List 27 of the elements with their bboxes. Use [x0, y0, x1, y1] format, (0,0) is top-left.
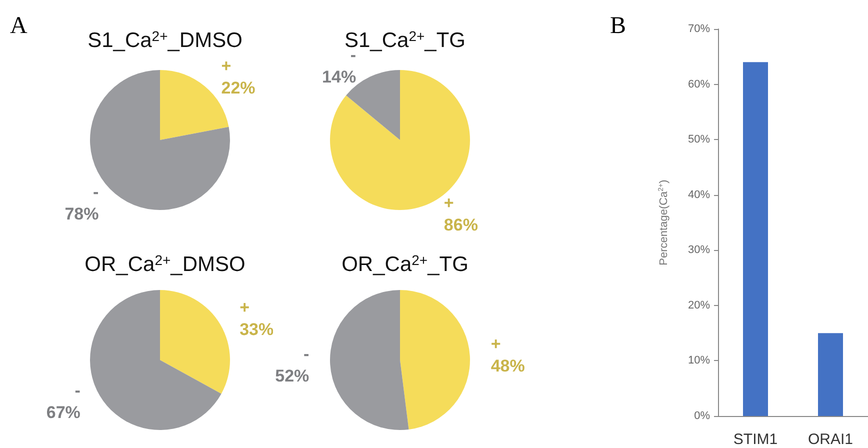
data-label: 52% — [275, 366, 310, 386]
text: A — [10, 13, 28, 39]
data-label: 22% — [221, 78, 256, 98]
y-tick-label: 70% — [688, 23, 710, 35]
text: B — [610, 13, 626, 39]
slice-label: - — [303, 344, 310, 364]
slice-label: + — [444, 194, 454, 213]
y-tick-label: 0% — [694, 410, 710, 422]
y-tick-label: 50% — [688, 134, 710, 146]
y-tick-label: 40% — [688, 188, 710, 201]
y-tick-label: 30% — [688, 244, 710, 256]
y-tick-label: 20% — [688, 299, 710, 312]
data-label: 33% — [240, 320, 274, 339]
slice-label: - — [74, 381, 80, 400]
x-tick-label: STIM1 — [733, 431, 778, 448]
data-label: 67% — [46, 403, 80, 422]
y-tick-label: 60% — [688, 78, 710, 90]
slice-label: + — [240, 298, 250, 317]
data-label: 48% — [490, 356, 525, 376]
slice-label: - — [93, 182, 99, 202]
data-label: 86% — [444, 216, 478, 235]
data-label: 14% — [322, 67, 356, 86]
x-tick-label: ORAI1 — [808, 431, 854, 448]
slice-label: + — [221, 56, 232, 76]
y-tick-label: 10% — [688, 354, 710, 367]
data-label: 78% — [64, 204, 99, 224]
slice-label: + — [490, 334, 501, 354]
